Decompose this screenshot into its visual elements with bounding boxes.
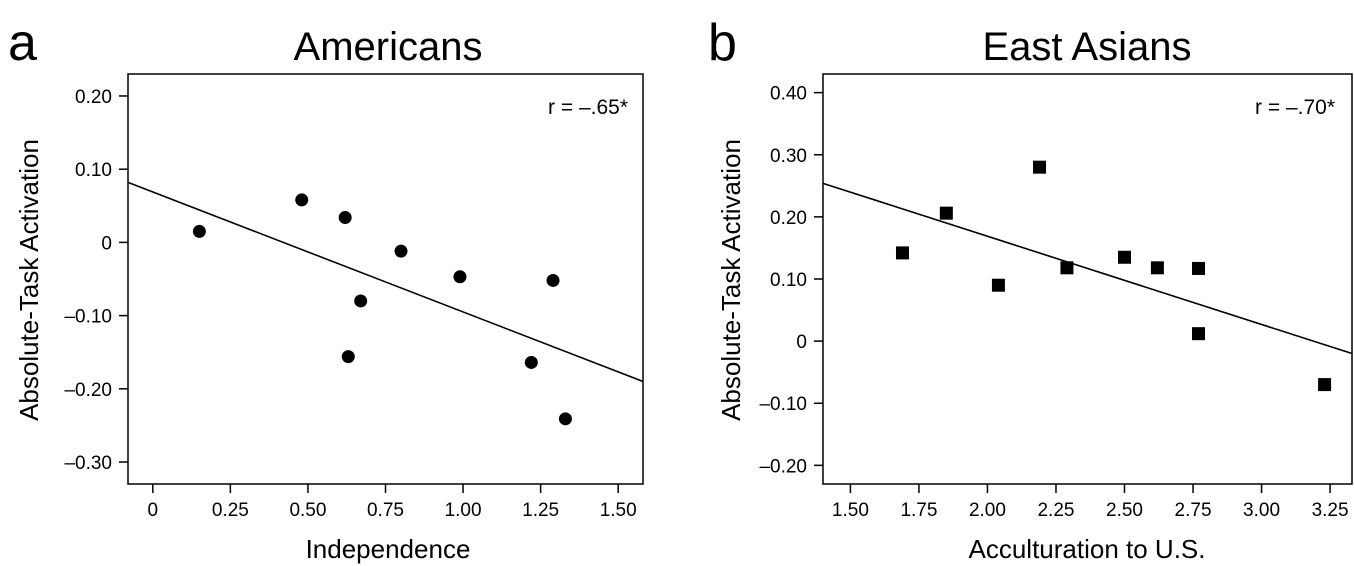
x-tick-label: 0.75 [367,500,404,521]
data-point [1033,160,1047,174]
x-tick-label: 3.00 [1243,500,1280,521]
data-point [1192,261,1206,275]
panel-letter: b [708,14,737,72]
panel-a-americans: a Americans r = –.65* Independence Absol… [8,14,644,564]
ticks: 0 0.25 0.50 0.75 1.00 1.25 1.50 0.20 0.10 0 –0.10 –… [64,87,636,521]
y-axis-label: Absolute-Task Activation [14,139,44,421]
fit-line-group [127,181,644,383]
panel-letter: a [8,14,37,72]
y-axis-label: Absolute-Task Activation [716,139,746,421]
data-point [192,224,206,238]
x-tick-label: 2.75 [1175,500,1212,521]
data-point [1150,261,1164,275]
x-tick-label: 1.50 [600,500,637,521]
x-tick-label: 2.25 [1037,500,1074,521]
regression-line [127,181,644,383]
data-point [354,294,368,308]
panel-b-east-asians: b East Asians r = –.70* Acculturation to… [708,14,1353,564]
x-tick-label: 0.50 [289,500,326,521]
x-tick-label: 2.00 [969,500,1006,521]
data-points [895,160,1332,392]
y-tick-label: 0.40 [770,84,807,105]
data-points [192,193,572,426]
data-point [558,412,572,426]
data-point [453,270,467,284]
y-tick-label: 0 [101,233,112,254]
correlation-annotation: r = –.65* [548,96,628,119]
data-point [1060,261,1074,275]
x-tick-label: 2.50 [1106,500,1143,521]
data-point [895,246,909,260]
x-axis-label: Independence [306,534,471,564]
chart-title: Americans [294,25,483,69]
data-point [524,355,538,369]
y-tick-label: –0.30 [64,453,112,474]
data-point [1118,250,1132,264]
x-tick-label: 1.50 [832,500,869,521]
y-tick-label: –0.10 [759,394,807,415]
x-tick-label: 1.00 [445,500,482,521]
data-point [1192,327,1206,341]
data-point [1318,378,1332,392]
plot-frame [822,73,1353,485]
x-tick-label: 0.25 [212,500,249,521]
data-point [341,350,355,364]
data-point [295,193,309,207]
y-tick-label: 0.20 [75,87,112,108]
data-point [394,244,408,258]
y-tick-label: 0.20 [770,208,807,229]
data-point [991,278,1005,292]
x-tick-label: 1.75 [900,500,937,521]
data-point [939,206,953,220]
y-tick-label: 0.10 [770,270,807,291]
y-tick-label: –0.20 [64,380,112,401]
x-tick-label: 1.25 [522,500,559,521]
y-tick-label: 0.30 [770,146,807,167]
regression-line [822,182,1353,355]
data-point [338,211,352,224]
y-tick-label: –0.20 [759,456,807,477]
y-tick-label: –0.10 [64,307,112,328]
ticks: 1.50 1.75 2.00 2.25 2.50 2.75 3.00 3.25 0.40 0.30… [759,84,1348,521]
correlation-annotation: r = –.70* [1255,96,1335,119]
y-tick-label: 0 [796,332,807,353]
x-tick-label: 0 [148,500,159,521]
data-point [546,273,560,287]
x-tick-label: 3.25 [1312,500,1349,521]
fit-line-group [822,182,1353,355]
x-axis-label: Acculturation to U.S. [969,534,1206,564]
chart-title: East Asians [982,25,1191,69]
y-tick-label: 0.10 [75,160,112,181]
